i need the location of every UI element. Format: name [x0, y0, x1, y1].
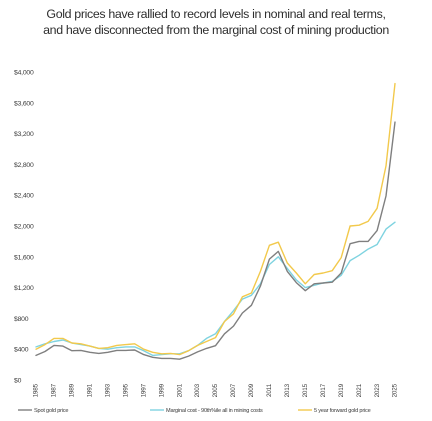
x-tick-label: 2005 [212, 383, 219, 397]
x-tick-label: 2017 [320, 383, 327, 397]
x-tick-label: 2013 [284, 383, 291, 397]
x-tick-label: 1985 [33, 383, 40, 397]
y-tick-label: $800 [14, 316, 29, 323]
y-tick-label: $1,600 [14, 254, 34, 261]
x-tick-label: 1989 [69, 383, 76, 397]
legend: Spot gold price Marginal cost - 90th%ile … [18, 408, 371, 414]
series-line-1 [35, 221, 396, 357]
y-axis: $0 $400 $800 $1,200 $1,600 $2,000 $2,400 $2,800… [14, 70, 34, 385]
x-tick-label: 1997 [140, 383, 147, 397]
x-tick-label: 1995 [122, 383, 129, 397]
y-tick-label: $1,200 [14, 285, 34, 292]
y-tick-label: $2,400 [14, 193, 34, 200]
series-line-2 [35, 82, 396, 356]
x-tick-label: 2011 [266, 383, 273, 397]
y-tick-label: $3,200 [14, 131, 34, 138]
chart-title: Gold prices have rallied to record level… [43, 7, 389, 37]
x-tick-label: 1987 [51, 383, 58, 397]
y-tick-label: $0 [14, 378, 22, 385]
legend-label: 5 year forward gold price [314, 408, 371, 414]
series-layer [35, 82, 396, 360]
y-tick-label: $2,000 [14, 224, 34, 231]
x-tick-label: 1993 [104, 383, 111, 397]
x-tick-label: 2001 [176, 383, 183, 397]
x-tick-label: 1999 [158, 383, 165, 397]
x-axis: 1985 1987 1989 1991 1993 1995 1997 1999 2001 2003… [33, 383, 399, 397]
x-tick-label: 2021 [356, 383, 363, 397]
y-tick-label: $2,800 [14, 162, 34, 169]
x-tick-label: 2015 [302, 383, 309, 397]
x-tick-label: 2007 [230, 383, 237, 397]
y-tick-label: $3,600 [14, 100, 34, 107]
y-tick-label: $4,000 [14, 70, 34, 77]
x-tick-label: 2009 [248, 383, 255, 397]
y-tick-label: $400 [14, 347, 29, 354]
legend-label: Spot gold price [34, 408, 68, 414]
series-line-0 [35, 121, 396, 360]
x-tick-label: 2019 [338, 383, 345, 397]
x-tick-label: 2023 [374, 383, 381, 397]
x-tick-label: 2025 [392, 383, 399, 397]
legend-label: Marginal cost - 90th%ile all in mining c… [166, 408, 263, 414]
x-tick-label: 2003 [194, 383, 201, 397]
x-tick-label: 1991 [87, 383, 94, 397]
